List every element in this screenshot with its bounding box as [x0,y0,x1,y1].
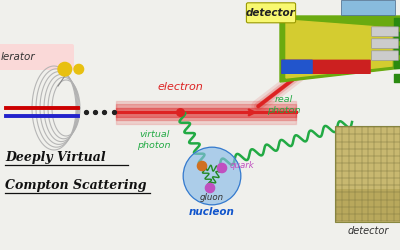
FancyBboxPatch shape [246,3,296,23]
FancyBboxPatch shape [341,0,395,15]
FancyBboxPatch shape [281,60,313,74]
FancyBboxPatch shape [372,39,398,48]
Circle shape [218,164,226,172]
Text: Deeply Virtual: Deeply Virtual [5,151,106,164]
Text: lerator: lerator [1,52,36,62]
Text: detector: detector [347,226,389,236]
FancyBboxPatch shape [372,51,398,60]
Text: detector: detector [246,8,296,18]
Text: virtual
photon: virtual photon [137,130,171,150]
Text: real
photon: real photon [267,96,301,115]
Polygon shape [286,20,392,78]
FancyBboxPatch shape [336,189,400,221]
FancyBboxPatch shape [372,27,398,36]
Text: nucleon: nucleon [189,207,235,217]
FancyBboxPatch shape [335,126,400,222]
Circle shape [198,162,206,170]
Polygon shape [280,16,400,82]
FancyBboxPatch shape [0,44,74,70]
Text: Compton Scattering: Compton Scattering [5,179,146,192]
Text: electron: electron [157,82,203,92]
Circle shape [58,62,72,76]
Circle shape [183,147,241,205]
Circle shape [206,184,214,192]
Text: quark: quark [229,161,254,170]
Text: gluon: gluon [200,194,224,202]
FancyBboxPatch shape [281,60,371,74]
Circle shape [74,64,84,74]
